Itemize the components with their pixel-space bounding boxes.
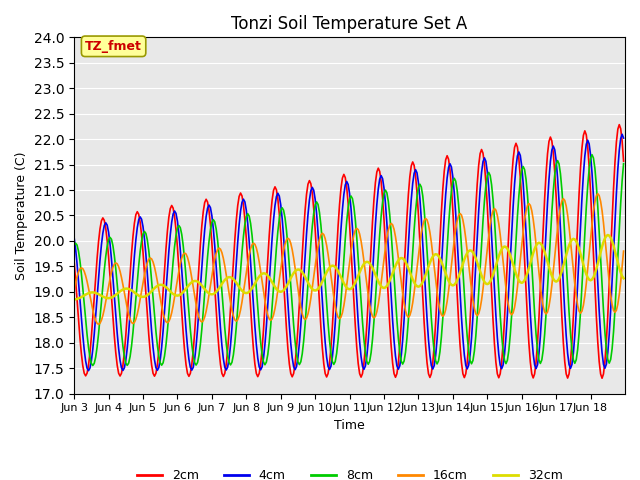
2cm — [598, 375, 606, 381]
4cm — [618, 132, 626, 137]
8cm — [620, 161, 627, 167]
Text: TZ_fmet: TZ_fmet — [85, 40, 142, 53]
16cm — [463, 248, 471, 253]
2cm — [353, 344, 360, 350]
2cm — [70, 258, 78, 264]
8cm — [355, 255, 362, 261]
8cm — [89, 363, 97, 369]
2cm — [620, 158, 627, 164]
16cm — [95, 322, 102, 327]
32cm — [353, 276, 360, 282]
32cm — [617, 270, 625, 276]
32cm — [106, 295, 114, 301]
32cm — [89, 289, 97, 295]
16cm — [70, 287, 78, 292]
2cm — [616, 122, 623, 128]
8cm — [70, 243, 78, 249]
4cm — [108, 256, 115, 262]
32cm — [620, 276, 627, 281]
16cm — [108, 270, 115, 276]
32cm — [544, 259, 552, 264]
8cm — [108, 236, 115, 242]
8cm — [588, 152, 596, 157]
4cm — [620, 135, 627, 141]
Line: 32cm: 32cm — [74, 235, 623, 300]
16cm — [545, 303, 553, 309]
2cm — [89, 315, 97, 321]
2cm — [544, 151, 552, 156]
4cm — [463, 366, 471, 372]
8cm — [545, 260, 553, 265]
16cm — [620, 248, 627, 254]
32cm — [462, 253, 470, 259]
16cm — [89, 307, 97, 313]
Line: 16cm: 16cm — [74, 194, 623, 324]
16cm — [355, 227, 362, 232]
8cm — [463, 334, 471, 339]
4cm — [90, 331, 98, 337]
4cm — [545, 177, 553, 182]
4cm — [355, 319, 362, 325]
Line: 2cm: 2cm — [74, 125, 623, 378]
Title: Tonzi Soil Temperature Set A: Tonzi Soil Temperature Set A — [232, 15, 468, 33]
2cm — [462, 371, 470, 377]
Legend: 2cm, 4cm, 8cm, 16cm, 32cm: 2cm, 4cm, 8cm, 16cm, 32cm — [132, 464, 568, 480]
4cm — [617, 136, 625, 142]
2cm — [106, 273, 114, 278]
Line: 8cm: 8cm — [74, 155, 623, 366]
16cm — [594, 191, 602, 197]
32cm — [70, 297, 78, 302]
4cm — [70, 235, 78, 240]
Line: 4cm: 4cm — [74, 134, 623, 371]
16cm — [618, 264, 626, 270]
8cm — [618, 178, 626, 184]
32cm — [604, 232, 612, 238]
X-axis label: Time: Time — [334, 419, 365, 432]
2cm — [618, 138, 626, 144]
Y-axis label: Soil Temperature (C): Soil Temperature (C) — [15, 151, 28, 280]
8cm — [90, 360, 98, 366]
4cm — [84, 368, 92, 373]
